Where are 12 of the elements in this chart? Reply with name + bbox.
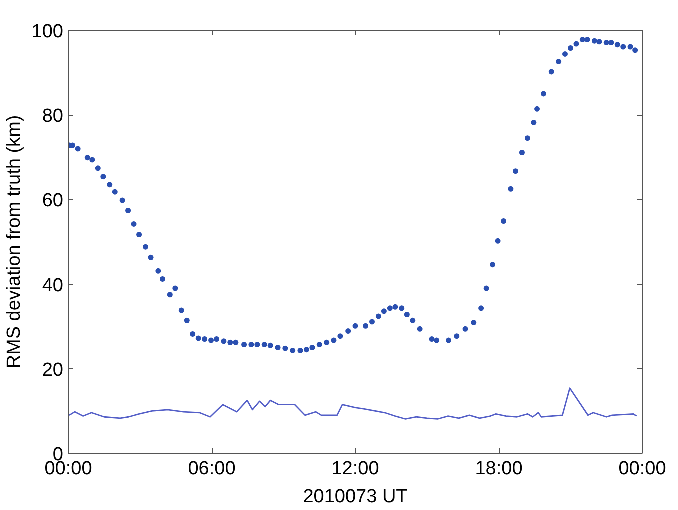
y-tick-label: 20 (42, 360, 64, 381)
y-tick-label: 60 (42, 190, 64, 212)
x-tick-label: 12:00 (332, 458, 380, 480)
x-tick-label: 06:00 (188, 458, 236, 480)
y-axis-title: RMS deviation from truth (km) (4, 115, 25, 369)
x-tick-label: 00:00 (618, 458, 666, 480)
y-tick-label: 40 (42, 275, 64, 296)
x-tick-label: 18:00 (475, 458, 523, 480)
line-series (68, 388, 638, 420)
y-tick-label: 80 (42, 106, 64, 128)
x-axis-title: 2010073 UT (303, 486, 408, 508)
y-tick-label: 100 (32, 22, 64, 42)
